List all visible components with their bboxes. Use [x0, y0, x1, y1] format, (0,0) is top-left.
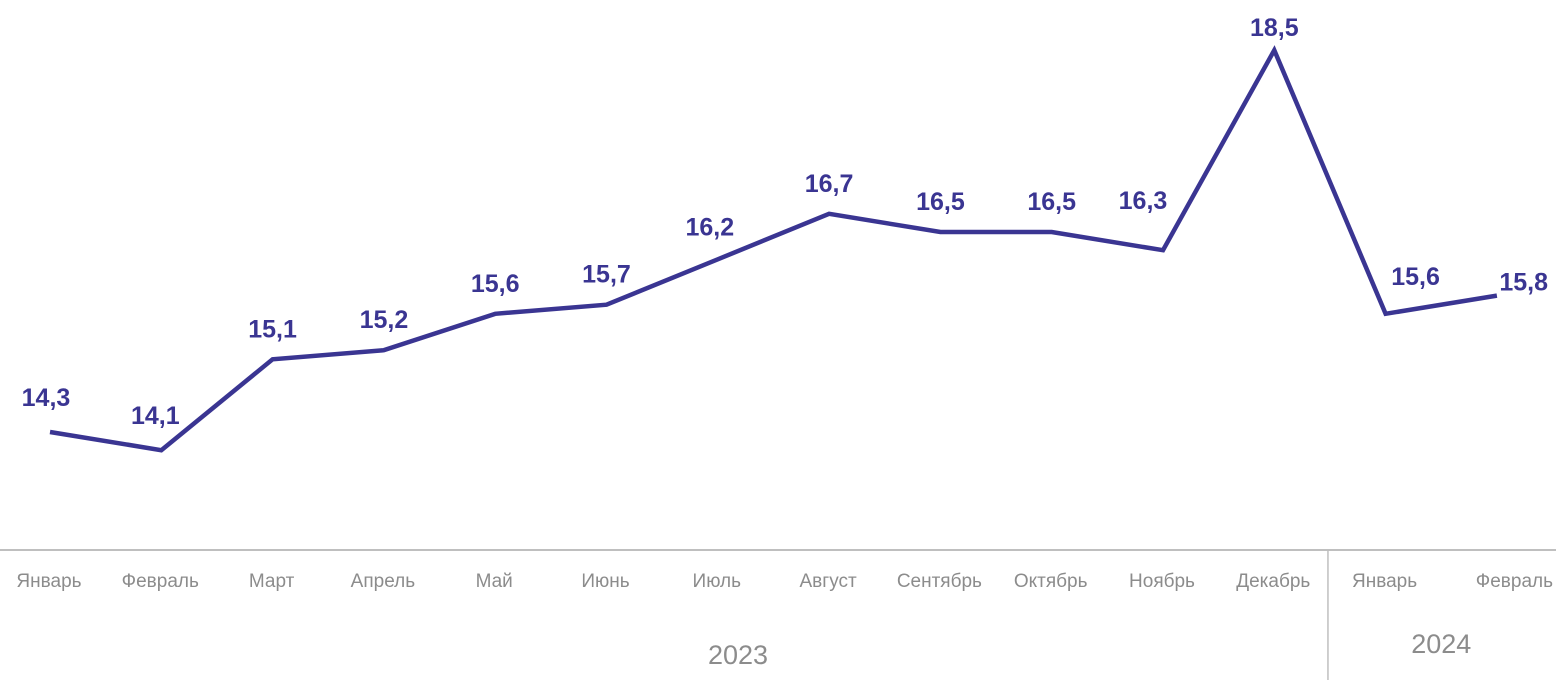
data-label: 15,7 — [582, 261, 631, 289]
x-tick-label: Июнь — [581, 571, 629, 592]
x-tick-label: Август — [800, 571, 857, 592]
data-label: 16,5 — [916, 188, 965, 216]
x-tick-label: Июль — [693, 571, 742, 592]
x-tick-label: Сентябрь — [897, 571, 982, 592]
data-label: 14,3 — [22, 384, 71, 412]
data-label: 16,7 — [805, 170, 854, 198]
x-tick-label: Февраль — [122, 571, 199, 592]
x-tick-label: Январь — [1352, 571, 1417, 592]
data-label: 15,1 — [248, 315, 297, 343]
x-axis-tick-labels: Январь Февраль Март Апрель Май Июнь Июль Август… — [16, 571, 1553, 592]
year-label: 2023 — [708, 640, 768, 670]
data-label: 15,8 — [1499, 269, 1548, 297]
x-tick-label: Декабрь — [1236, 571, 1310, 592]
x-tick-label: Январь — [16, 571, 81, 592]
x-tick-label: Апрель — [351, 571, 416, 592]
x-axis-year-labels: 2023 2024 — [708, 629, 1471, 670]
x-axis — [0, 550, 1556, 680]
data-label: 15,2 — [360, 306, 409, 334]
x-tick-label: Май — [476, 571, 513, 592]
x-tick-label: Февраль — [1476, 571, 1553, 592]
x-tick-label: Ноябрь — [1129, 571, 1195, 592]
data-labels: 14,3 14,1 15,1 15,2 15,6 15,7 16,2 16,7 16,5 16,5… — [22, 14, 1548, 430]
year-label: 2024 — [1411, 629, 1471, 659]
data-label: 16,5 — [1027, 188, 1076, 216]
data-label: 16,2 — [685, 213, 734, 241]
data-label: 18,5 — [1250, 14, 1299, 42]
x-tick-label: Октябрь — [1014, 571, 1088, 592]
series-line-group — [50, 50, 1497, 450]
data-label: 16,3 — [1119, 187, 1168, 215]
data-label: 15,6 — [471, 270, 520, 298]
x-tick-label: Март — [249, 571, 295, 592]
data-label: 14,1 — [131, 402, 180, 430]
data-label: 15,6 — [1391, 263, 1440, 291]
series-line — [50, 50, 1497, 450]
